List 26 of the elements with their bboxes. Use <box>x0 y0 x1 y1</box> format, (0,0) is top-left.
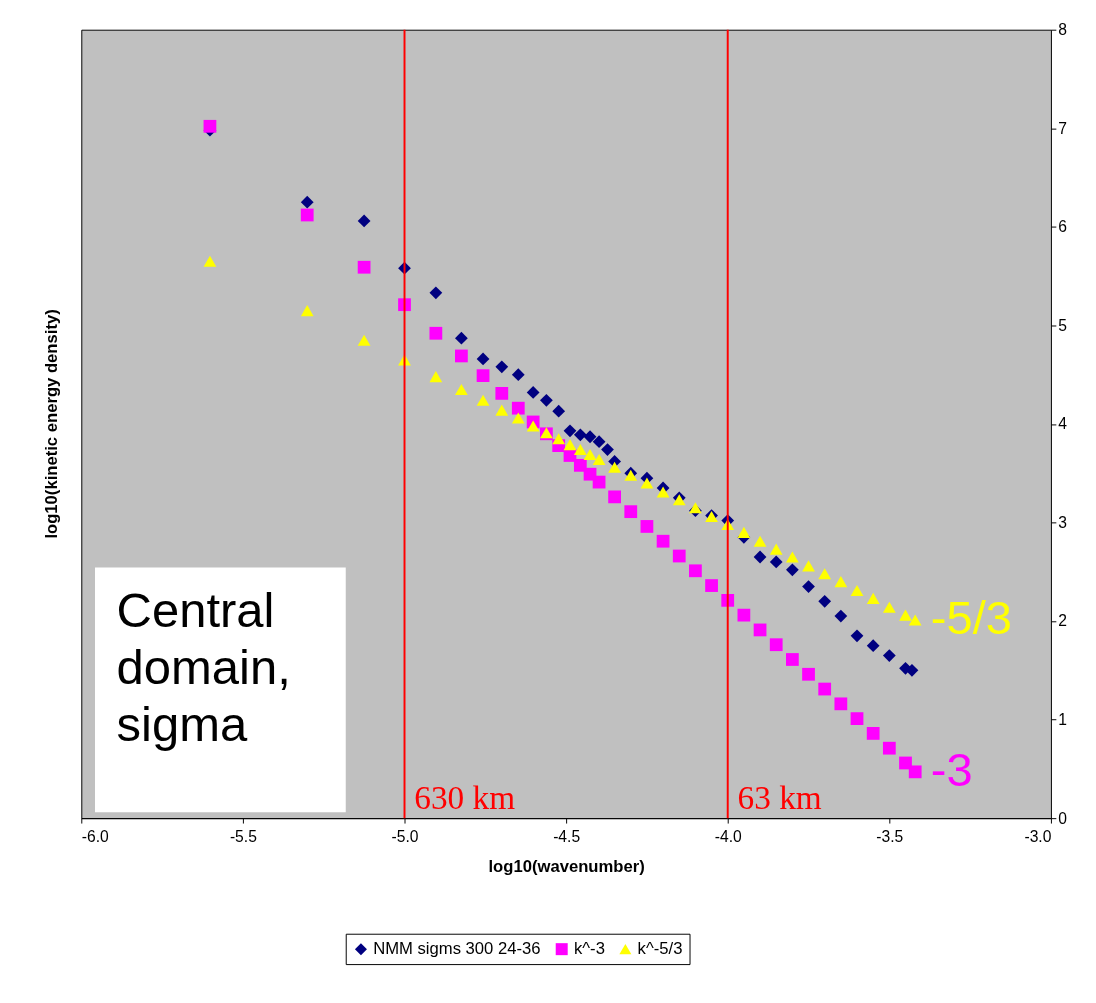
x-tick-label: -4.0 <box>714 828 742 846</box>
x-tick-label: -3.5 <box>876 828 904 846</box>
y-tick-label: 3 <box>1058 513 1068 531</box>
annotation: Central domain, sigma <box>116 583 291 751</box>
y-tick-label: 4 <box>1058 415 1068 433</box>
legend-label: k^-3 <box>573 939 605 959</box>
ref-line-label: 630 km <box>414 779 516 817</box>
annotation: -3 <box>930 742 973 796</box>
y-tick-label: 2 <box>1058 612 1068 630</box>
x-axis-title: log10(wavenumber) <box>488 856 645 876</box>
x-tick-label: -5.0 <box>391 828 419 846</box>
y-axis-title: log10(kinetic energy density) <box>41 309 61 539</box>
y-tick-label: 6 <box>1058 218 1068 236</box>
y-tick-label: 0 <box>1058 809 1068 827</box>
legend-label: NMM sigms 300 24-36 <box>373 939 541 959</box>
x-tick-label: -4.5 <box>553 828 581 846</box>
y-tick-label: 8 <box>1058 21 1068 39</box>
y-tick-label: 5 <box>1058 316 1068 334</box>
y-tick-label: 7 <box>1058 119 1068 137</box>
x-tick-label: -3.0 <box>1024 828 1052 846</box>
annotation: -5/3 <box>930 590 1012 644</box>
ref-line-label: 63 km <box>737 779 822 817</box>
y-tick-label: 1 <box>1058 711 1068 728</box>
x-tick-label: -6.0 <box>81 828 110 846</box>
x-tick-label: -5.5 <box>229 828 258 846</box>
legend-label: k^-5/3 <box>637 939 683 959</box>
